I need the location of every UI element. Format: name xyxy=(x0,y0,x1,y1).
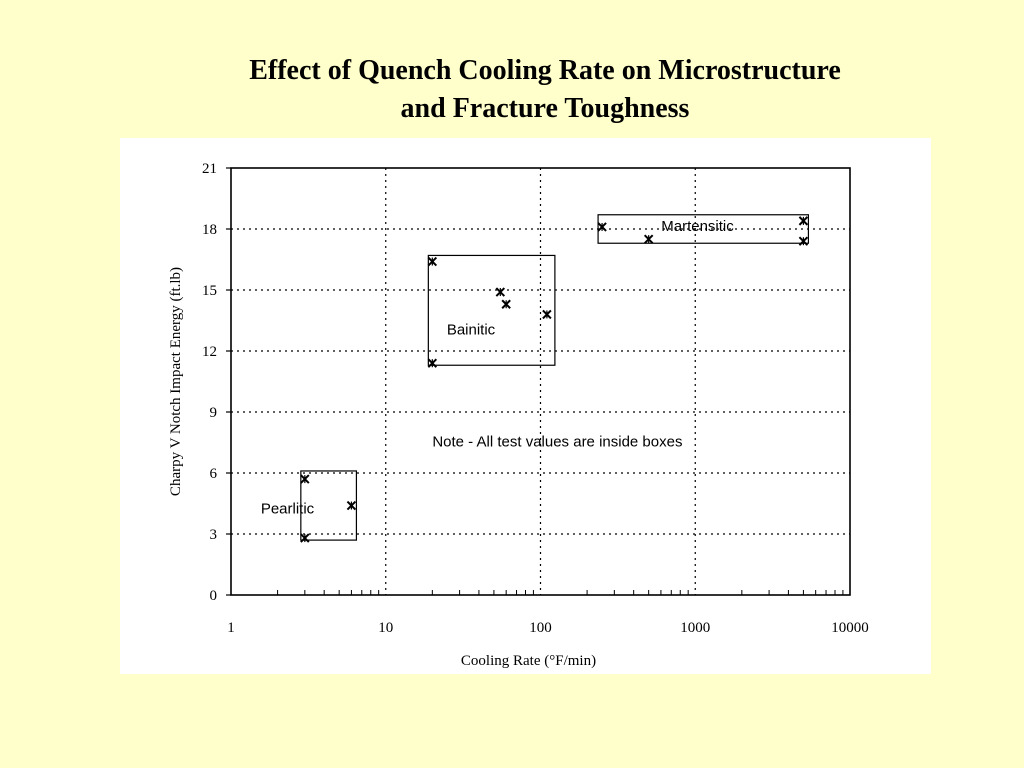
data-point-pearlitic xyxy=(300,474,310,484)
data-point-bainitic xyxy=(542,309,552,320)
data-point-martensitic xyxy=(643,234,654,244)
region-boxes xyxy=(300,214,810,541)
data-point-bainitic xyxy=(427,358,438,368)
plot-frame xyxy=(230,167,851,596)
region-box-bainitic xyxy=(427,254,556,366)
y-tick-label: 12 xyxy=(202,344,217,360)
data-point-martensitic xyxy=(597,222,607,232)
data-point-martensitic xyxy=(798,216,809,226)
y-axis-title: Charpy V Notch Impact Energy (ft.lb) xyxy=(168,267,184,496)
y-tick-label: 6 xyxy=(210,466,218,482)
chart-panel: 0 3 6 9 12 15 18 21 1 10 100 1000 10000 Pearlitic Bain… xyxy=(120,138,931,674)
region-label-pearlitic: Pearlitic xyxy=(261,501,315,518)
note-annotation: Note - All test values are inside boxes xyxy=(432,434,682,451)
y-tick-label: 18 xyxy=(202,222,217,238)
region-label-martensitic: Martensitic xyxy=(661,218,734,235)
x-tick-label: 100 xyxy=(529,620,552,636)
data-points xyxy=(300,216,809,543)
y-tick-label: 21 xyxy=(202,161,217,177)
x-tick-label: 1 xyxy=(227,620,235,636)
grid-lines xyxy=(231,168,850,595)
text-labels: 0 3 6 9 12 15 18 21 1 10 100 1000 10000 Pearlitic Bain… xyxy=(168,161,869,669)
y-tick-label: 9 xyxy=(210,405,218,421)
title-line-2: and Fracture Toughness xyxy=(400,93,690,124)
region-box-pearlitic xyxy=(300,470,358,541)
x-tick-label: 10000 xyxy=(831,620,869,636)
x-tick-label: 10 xyxy=(378,620,393,636)
x-axis-title: Cooling Rate (°F/min) xyxy=(461,653,596,669)
x-tick-label: 1000 xyxy=(680,620,710,636)
region-box-martensitic xyxy=(597,214,810,244)
data-point-bainitic xyxy=(427,256,438,267)
y-tick-label: 3 xyxy=(210,527,218,543)
data-point-martensitic xyxy=(798,236,809,246)
data-point-pearlitic xyxy=(300,533,310,543)
data-point-bainitic xyxy=(495,287,506,297)
data-point-pearlitic xyxy=(346,500,357,511)
y-tick-label: 15 xyxy=(202,283,217,299)
scatter-chart: 0 3 6 9 12 15 18 21 1 10 100 1000 10000 Pearlitic Bain… xyxy=(168,161,869,669)
y-tick-label: 0 xyxy=(210,588,218,604)
axis-ticks xyxy=(226,167,844,596)
region-label-bainitic: Bainitic xyxy=(447,322,496,339)
title-line-1: Effect of Quench Cooling Rate on Microst… xyxy=(249,55,841,86)
data-point-bainitic xyxy=(501,299,511,309)
slide-title: Effect of Quench Cooling Rate on Microst… xyxy=(0,52,1024,128)
